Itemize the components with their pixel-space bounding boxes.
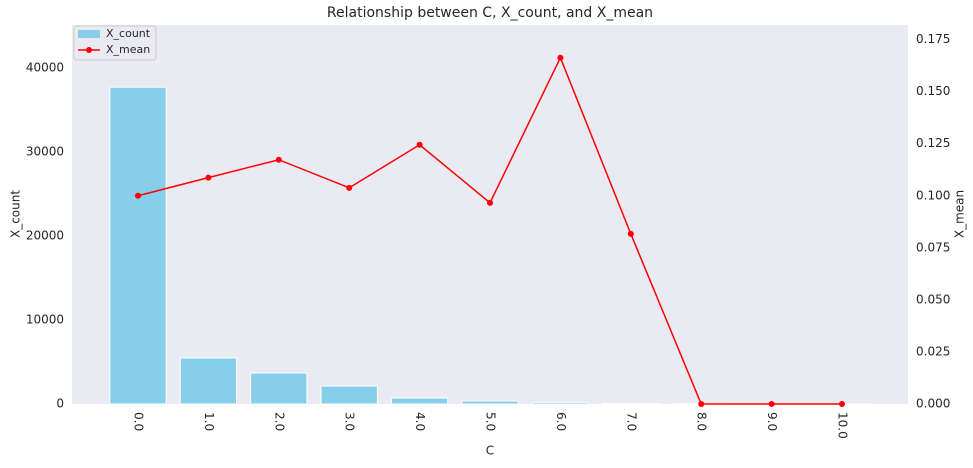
- plot-area: [72, 25, 908, 404]
- x-tick-label: 3.0: [343, 412, 357, 431]
- line-point: [205, 175, 211, 181]
- legend-label: X_mean: [106, 43, 150, 56]
- bar: [110, 87, 166, 404]
- y2-axis-label: X_mean: [953, 190, 967, 238]
- line-point: [276, 157, 282, 163]
- legend: X_count X_mean: [74, 26, 156, 60]
- bar: [180, 358, 236, 404]
- bar: [532, 402, 588, 404]
- legend-marker: [86, 47, 92, 53]
- x-tick-label: 8.0: [695, 412, 709, 431]
- y2-tick-label: 0.175: [916, 32, 950, 46]
- legend-label: X_count: [106, 27, 151, 40]
- x-tick-label: 0.0: [132, 412, 146, 431]
- line-point: [839, 401, 845, 407]
- line-point: [628, 231, 634, 237]
- x-tick-label: 2.0: [272, 412, 286, 431]
- x-axis-label: C: [486, 444, 494, 458]
- y2-tick-label: 0.100: [916, 188, 950, 202]
- line-point: [698, 401, 704, 407]
- bar: [603, 403, 659, 404]
- y-tick-label: 30000: [26, 144, 64, 158]
- line-point: [487, 200, 493, 206]
- line-point: [557, 55, 563, 61]
- bar: [462, 401, 518, 404]
- y2-tick-label: 0.075: [916, 240, 950, 254]
- y-tick-label: 0: [56, 397, 64, 411]
- line-point: [135, 193, 141, 199]
- x-tick-label: 5.0: [484, 412, 498, 431]
- legend-swatch: [78, 30, 100, 38]
- x-tick-label: 10.0: [836, 412, 850, 439]
- x-tick-label: 4.0: [413, 412, 427, 431]
- line-point: [417, 142, 423, 148]
- y2-tick-label: 0.000: [916, 397, 950, 411]
- y2-tick-label: 0.050: [916, 292, 950, 306]
- line-point: [346, 185, 352, 191]
- bar: [251, 373, 307, 404]
- chart-title: Relationship between C, X_count, and X_m…: [327, 5, 653, 21]
- y2-tick-label: 0.125: [916, 136, 950, 150]
- y-axis-label: X_count: [9, 190, 23, 238]
- x-tick-label: 7.0: [624, 412, 638, 431]
- x-tick-label: 9.0: [765, 412, 779, 431]
- y-tick-label: 20000: [26, 228, 64, 242]
- y-tick-label: 10000: [26, 312, 64, 326]
- line-point: [769, 401, 775, 407]
- y-tick-label: 40000: [26, 60, 64, 74]
- y2-tick-label: 0.150: [916, 84, 950, 98]
- y2-tick-label: 0.025: [916, 344, 950, 358]
- x-tick-label: 6.0: [554, 412, 568, 431]
- bar: [321, 386, 377, 404]
- x-tick-label: 1.0: [202, 412, 216, 431]
- bar: [391, 398, 447, 404]
